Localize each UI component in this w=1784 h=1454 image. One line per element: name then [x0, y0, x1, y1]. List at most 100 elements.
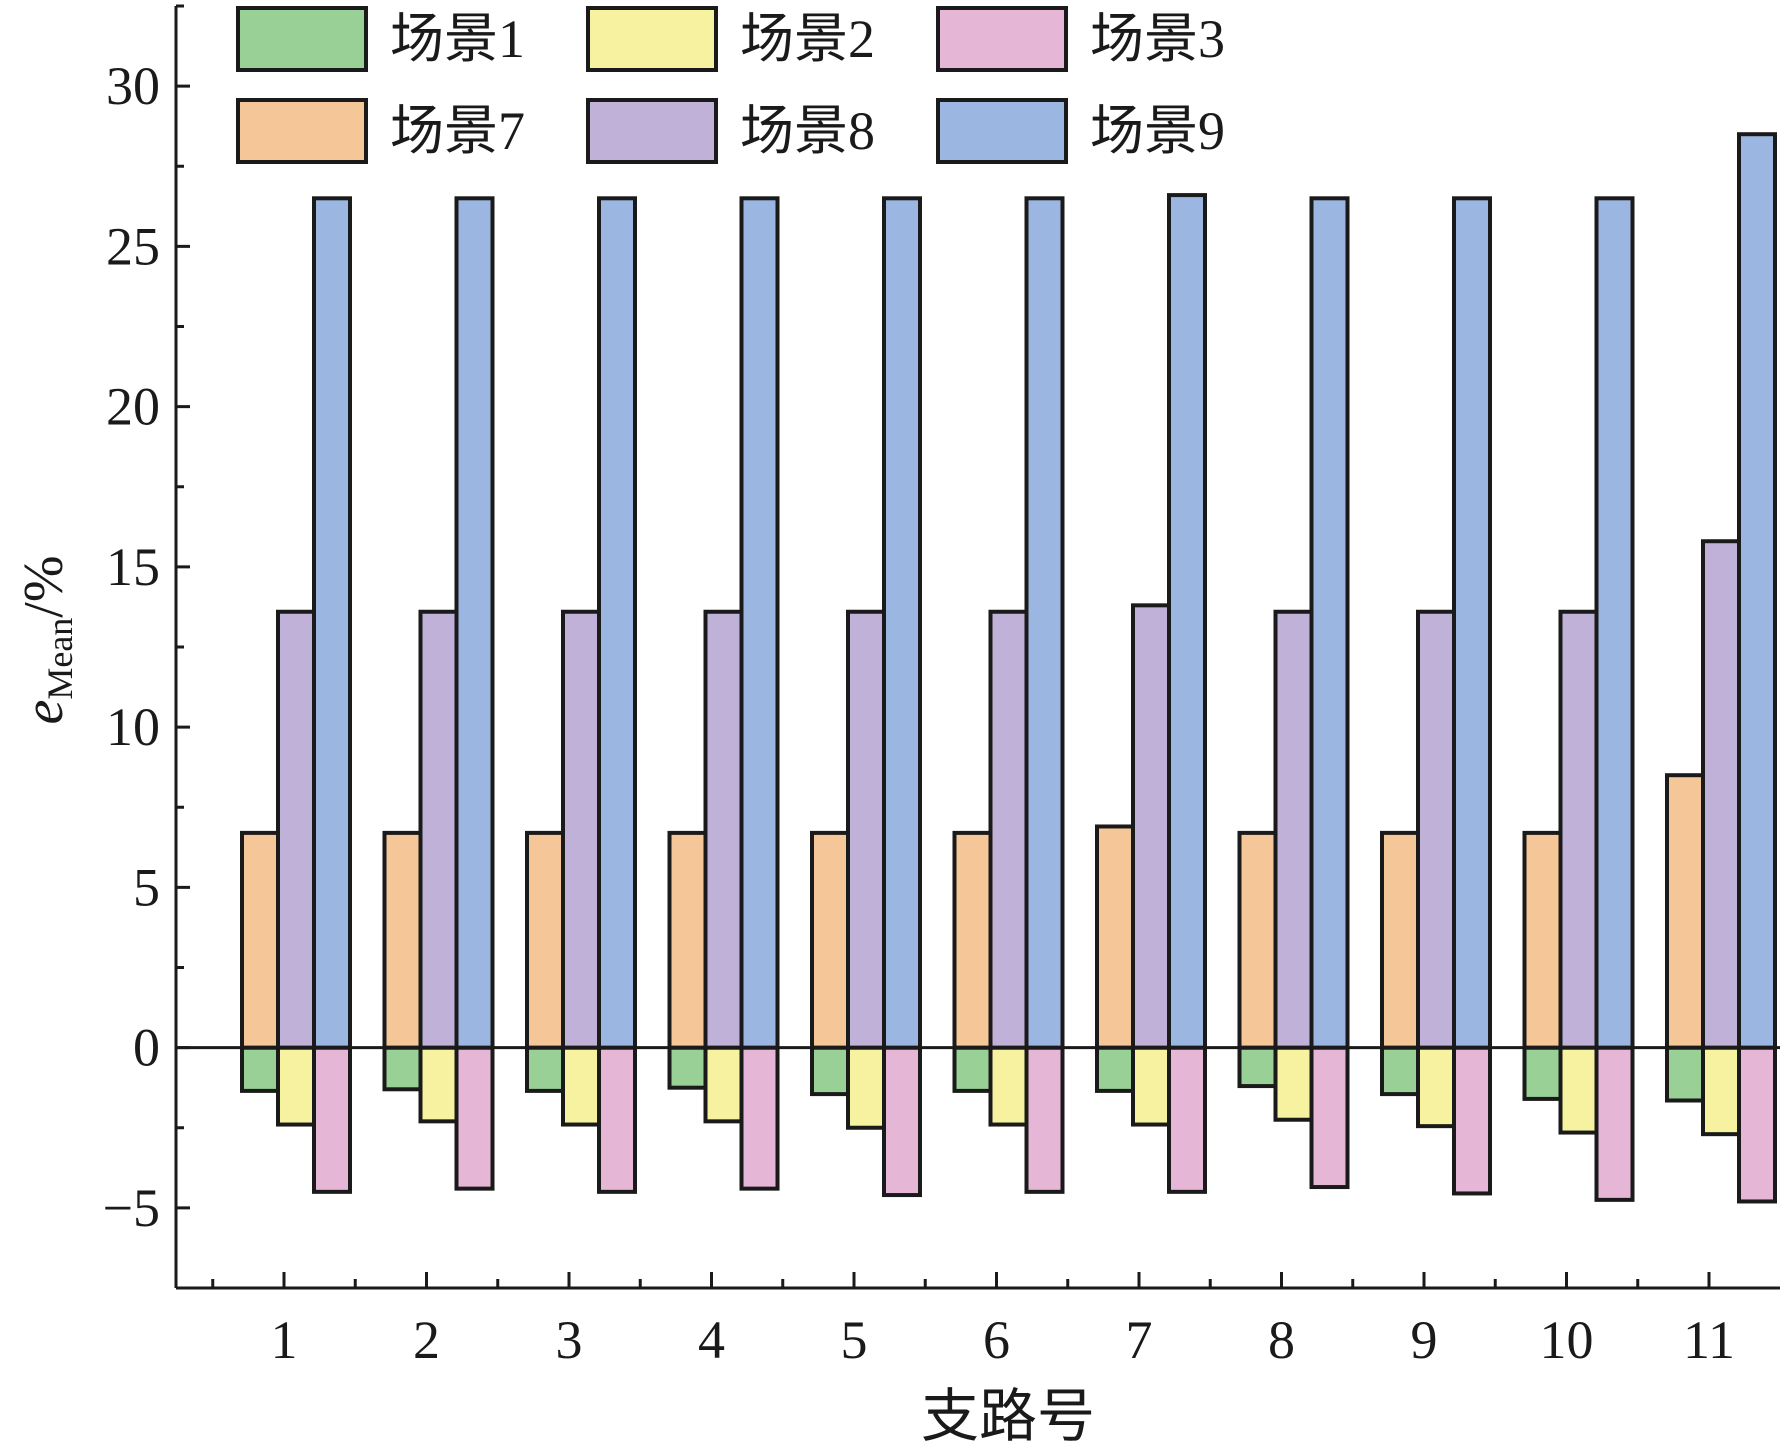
bar-series-6-cat-9	[1452, 196, 1492, 1050]
bar-series-4-cat-7	[1095, 824, 1135, 1050]
bar-series-3-cat-5	[882, 1045, 922, 1198]
bar-series-4-cat-5	[810, 830, 850, 1050]
bar-series-1-cat-5	[810, 1045, 850, 1097]
bar-series-4-cat-1	[240, 830, 280, 1050]
bar-series-4-cat-8	[1237, 830, 1278, 1050]
bar-series-1-cat-11	[1665, 1045, 1705, 1103]
bar-series-2-cat-4	[703, 1045, 744, 1124]
bar-series-2-cat-11	[1701, 1045, 1741, 1137]
bar-series-4-cat-2	[382, 830, 423, 1050]
y-axis-label: eMean/%	[13, 555, 80, 724]
x-tick-label: 7	[1126, 1310, 1153, 1370]
legend-item: 场景3	[936, 6, 1225, 72]
bar-series-6-cat-11	[1737, 132, 1777, 1050]
legend-item: 场景9	[936, 98, 1225, 164]
bar-series-1-cat-1	[240, 1045, 280, 1093]
legend-swatch	[936, 98, 1068, 164]
y-tick-label: 20	[106, 377, 160, 437]
bar-series-2-cat-1	[276, 1045, 316, 1127]
bar-series-2-cat-5	[846, 1045, 886, 1130]
bar-series-6-cat-5	[882, 196, 922, 1050]
bar-series-5-cat-4	[703, 609, 744, 1050]
y-tick-label: 15	[106, 537, 160, 597]
bar-series-1-cat-6	[952, 1045, 993, 1093]
y-axis-label-main: e	[13, 700, 75, 725]
bar-series-5-cat-3	[561, 609, 601, 1050]
bar-series-3-cat-7	[1167, 1045, 1207, 1194]
y-tick-label: 0	[133, 1018, 160, 1078]
x-tick-label: 5	[841, 1310, 868, 1370]
y-tick-label: 30	[106, 56, 160, 116]
bar-series-5-cat-10	[1558, 609, 1599, 1050]
legend-label: 场景3	[1090, 9, 1225, 69]
legend-swatch	[586, 98, 718, 164]
legend-item: 场景8	[586, 98, 875, 164]
legend-swatch	[236, 98, 368, 164]
bar-series-1-cat-9	[1380, 1045, 1420, 1097]
ticks-layer: −5 0 5 10 15 20 25 30 1 2 3 4 5 6 7 8 9 10 11	[103, 4, 1735, 1370]
bar-series-5-cat-6	[988, 609, 1029, 1050]
bar-series-5-cat-11	[1701, 539, 1741, 1050]
bar-series-5-cat-2	[418, 609, 459, 1050]
y-tick-label: −5	[103, 1178, 160, 1238]
y-tick-label: 25	[106, 216, 160, 276]
bar-series-3-cat-11	[1737, 1045, 1777, 1204]
legend-label: 场景1	[390, 9, 525, 69]
bar-series-6-cat-7	[1167, 193, 1207, 1050]
bar-series-6-cat-10	[1594, 196, 1635, 1050]
bars-layer	[240, 132, 1777, 1204]
legend-label: 场景9	[1090, 101, 1225, 161]
bar-series-2-cat-9	[1416, 1045, 1456, 1129]
x-tick-label: 3	[556, 1310, 583, 1370]
x-tick-label: 2	[413, 1310, 440, 1370]
bar-series-1-cat-3	[525, 1045, 565, 1093]
bar-series-5-cat-7	[1131, 603, 1171, 1050]
legend-label: 场景7	[390, 101, 525, 161]
y-axis-label-subscript: Mean	[40, 618, 80, 700]
bar-series-6-cat-4	[739, 196, 780, 1050]
bar-series-4-cat-3	[525, 830, 565, 1050]
bar-series-2-cat-2	[418, 1045, 459, 1124]
x-tick-label: 11	[1683, 1310, 1735, 1370]
bar-series-3-cat-6	[1024, 1045, 1065, 1194]
bar-series-5-cat-9	[1416, 609, 1456, 1050]
bar-series-5-cat-5	[846, 609, 886, 1050]
legend-item: 场景2	[586, 6, 875, 72]
bar-series-6-cat-1	[312, 196, 352, 1050]
bar-series-1-cat-2	[382, 1045, 423, 1092]
x-tick-label: 10	[1540, 1310, 1594, 1370]
bar-series-6-cat-2	[454, 196, 495, 1050]
y-axis-label-unit: /%	[13, 555, 75, 617]
bar-series-4-cat-6	[952, 830, 993, 1050]
bar-series-4-cat-9	[1380, 830, 1420, 1050]
x-tick-label: 6	[983, 1310, 1010, 1370]
bar-series-1-cat-10	[1522, 1045, 1563, 1101]
bar-series-2-cat-6	[988, 1045, 1029, 1127]
bar-series-5-cat-1	[276, 609, 316, 1050]
bar-series-6-cat-6	[1024, 196, 1065, 1050]
y-tick-label: 10	[106, 697, 160, 757]
bar-series-3-cat-4	[739, 1045, 780, 1191]
legend-swatch	[236, 6, 368, 72]
bar-series-2-cat-3	[561, 1045, 601, 1127]
bar-series-6-cat-3	[597, 196, 637, 1050]
bar-series-1-cat-8	[1237, 1045, 1278, 1089]
legend-swatch	[586, 6, 718, 72]
bar-series-4-cat-11	[1665, 773, 1705, 1050]
x-tick-label: 9	[1411, 1310, 1438, 1370]
bar-series-2-cat-7	[1131, 1045, 1171, 1127]
bar-series-6-cat-8	[1309, 196, 1350, 1050]
bar-series-2-cat-8	[1273, 1045, 1314, 1122]
bar-series-1-cat-4	[667, 1045, 708, 1090]
bar-series-3-cat-2	[454, 1045, 495, 1191]
bar-series-5-cat-8	[1273, 609, 1314, 1050]
bar-series-1-cat-7	[1095, 1045, 1135, 1093]
x-tick-label: 8	[1268, 1310, 1295, 1370]
bar-series-3-cat-9	[1452, 1045, 1492, 1196]
bar-series-3-cat-3	[597, 1045, 637, 1194]
legend-label: 场景8	[740, 101, 875, 161]
legend-item: 场景7	[236, 98, 525, 164]
bar-series-4-cat-10	[1522, 830, 1563, 1050]
x-axis-label: 支路号	[921, 1384, 1095, 1449]
bar-series-4-cat-4	[667, 830, 708, 1050]
